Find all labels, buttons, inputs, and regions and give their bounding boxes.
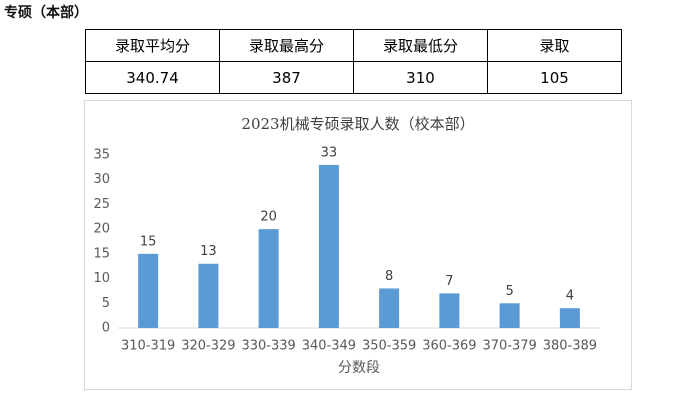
x-tick-label: 380-389: [543, 339, 597, 354]
y-tick-label: 15: [93, 246, 110, 261]
y-tick-label: 35: [93, 148, 110, 163]
bar: [499, 303, 520, 328]
x-tick-label: 350-359: [362, 339, 416, 354]
data-label: 4: [566, 289, 574, 304]
cell: 387: [219, 61, 354, 94]
x-tick-label: 370-379: [482, 339, 536, 354]
x-tick-label: 310-319: [121, 339, 175, 354]
summary-table: 录取平均分 录取最高分 录取最低分 录取 340.74 387 310 105: [85, 29, 622, 94]
y-tick-label: 30: [93, 172, 110, 187]
data-label: 7: [445, 274, 453, 289]
y-tick-label: 10: [93, 271, 110, 286]
chart: 2023机械专硕录取人数（校本部） 分数段 0 5 10 15 20 25 30 35 310-…: [84, 100, 632, 390]
cell: 340.74: [85, 61, 220, 94]
chart-frame: [84, 100, 632, 390]
x-tick-label: 360-369: [422, 339, 476, 354]
data-label: 33: [321, 145, 338, 160]
header-cell: 录取: [487, 29, 622, 62]
data-label: 15: [140, 234, 157, 249]
cell: 105: [487, 61, 622, 94]
y-tick-label: 20: [93, 222, 110, 237]
x-tick-label: 320-329: [181, 339, 235, 354]
table-header: 录取平均分 录取最高分 录取最低分 录取: [85, 29, 622, 62]
bar: [198, 263, 219, 328]
x-axis-label: 分数段: [338, 360, 380, 376]
y-tick-label: 25: [93, 197, 110, 212]
data-label: 20: [260, 210, 277, 225]
cell: 310: [353, 61, 488, 94]
data-label: 5: [505, 284, 513, 299]
data-label: 8: [385, 269, 393, 284]
y-tick-label: 5: [102, 296, 110, 311]
header-cell: 录取最高分: [219, 29, 354, 62]
bar: [439, 293, 460, 328]
y-tick-label: 0: [102, 321, 110, 336]
header-cell: 录取最低分: [353, 29, 488, 62]
x-tick-label: 340-349: [302, 339, 356, 354]
bar: [258, 229, 279, 328]
data-label: 13: [200, 244, 217, 259]
bar: [379, 288, 400, 328]
bar: [318, 164, 339, 328]
bar: [138, 253, 159, 328]
bar: [559, 308, 580, 328]
section-title: 专硕（本部）: [4, 5, 88, 21]
table-row: 340.74 387 310 105: [85, 61, 622, 94]
x-tick-label: 330-339: [241, 339, 295, 354]
chart-title: 2023机械专硕录取人数（校本部）: [241, 115, 474, 133]
header-cell: 录取平均分: [85, 29, 220, 62]
